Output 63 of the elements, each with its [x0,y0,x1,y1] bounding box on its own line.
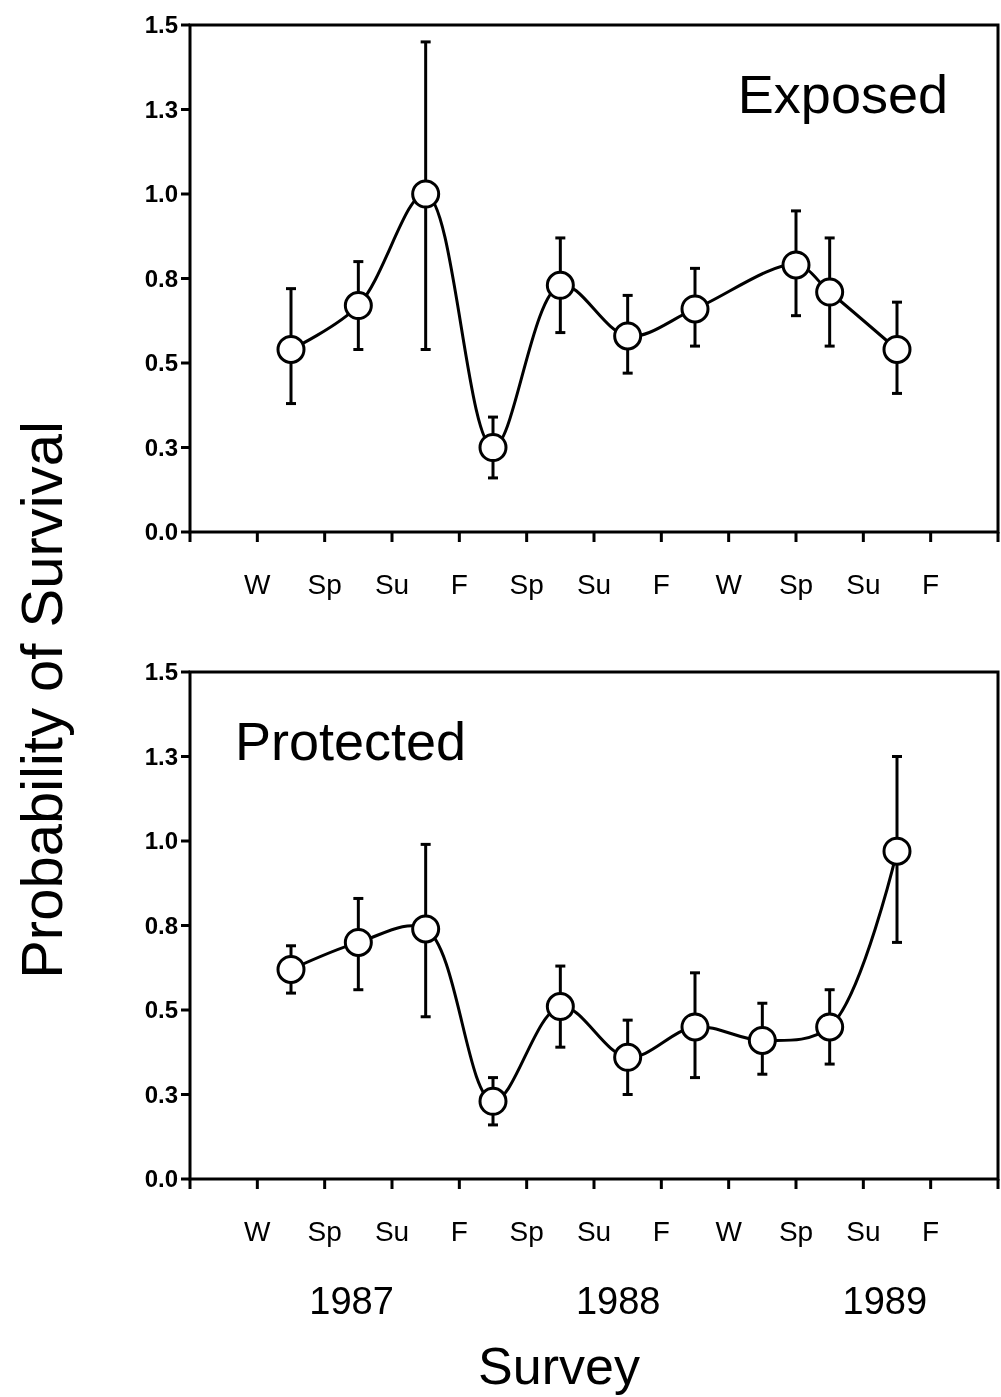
point [411,179,441,209]
y-tick-label: 1.5 [144,658,178,686]
x-tick-label: F [450,569,468,600]
point [613,1042,643,1072]
text: 1989 [842,1280,928,1322]
y-tick-label: 1.5 [144,11,178,39]
y-tick-label: 0.3 [144,1080,178,1108]
text: Exposed [737,64,948,124]
text: 1987 [309,1280,394,1322]
point [276,334,306,364]
x-tick-label: Sp [307,569,342,600]
point [343,927,373,957]
x-tick-label: Sp [778,569,814,600]
y-tick-label: 0.3 [144,433,178,461]
point [478,1086,508,1116]
y-tick-label: 1.3 [144,742,178,770]
x-tick-label: F [652,1216,670,1247]
x-tick-label: Su [846,569,881,600]
x-tick-label: W [715,569,743,600]
point [545,270,575,300]
x-tick-label: Su [374,569,410,600]
x-tick-label: F [922,1216,940,1247]
x-tick-label: Su [846,1216,881,1247]
point [276,954,306,984]
y-tick-label: 0.5 [144,349,178,377]
x-tick-label: Su [576,569,612,600]
point [545,992,575,1022]
x-tick-label: Su [576,1216,612,1247]
y-tick-label: 0.5 [144,996,178,1024]
point [747,1025,777,1055]
point [815,277,845,307]
point [882,836,912,866]
y-tick-label: 1.3 [144,95,178,123]
text: 1988 [575,1280,661,1322]
point [882,334,912,364]
x-tick-label: Sp [307,1216,342,1247]
y-tick-label: 0.8 [144,264,178,292]
x-tick-label: F [922,569,940,600]
y-tick-label: 0.0 [144,518,178,546]
x-tick-label: W [244,569,272,600]
x-tick-label: F [450,1216,468,1247]
x-tick-label: F [652,569,670,600]
text: Protected [235,711,467,771]
point [815,1012,845,1042]
point [680,294,710,324]
point [613,321,643,351]
x-tick-label: W [244,1216,272,1247]
point [478,433,508,462]
y-tick-label: 0.8 [144,911,178,939]
x-tick-label: Su [374,1216,410,1247]
point [343,291,373,321]
point [411,914,441,944]
x-axis-title: Survey [478,1337,640,1395]
y-tick-label: 1.0 [144,827,178,855]
y-tick-label: 0.0 [144,1165,178,1193]
point [680,1012,710,1042]
x-tick-label: Sp [509,1216,544,1247]
point [781,250,811,280]
x-tick-label: W [715,1216,743,1247]
x-tick-label: Sp [509,569,544,600]
y-tick-label: 1.0 [144,180,178,208]
y-axis-title: Probability of Survival [9,421,74,979]
x-tick-label: Sp [778,1216,814,1247]
